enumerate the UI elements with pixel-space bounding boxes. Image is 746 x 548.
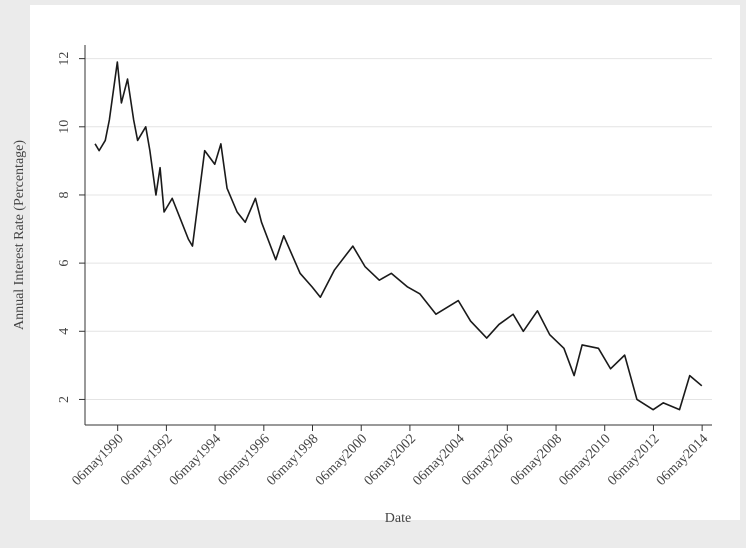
x-axis-title: Date: [385, 511, 411, 526]
y-tick-label: 4: [57, 328, 72, 335]
y-axis-title: Annual Interest Rate (Percentage): [12, 140, 27, 330]
data-line: [94, 61, 703, 411]
inner-region: [30, 5, 740, 520]
y-tick-label: 6: [57, 260, 72, 267]
y-tick-label: 12: [57, 52, 72, 66]
y-tick-label: 8: [57, 191, 72, 198]
y-tick-label: 10: [57, 120, 72, 134]
y-tick-label: 2: [57, 396, 72, 403]
